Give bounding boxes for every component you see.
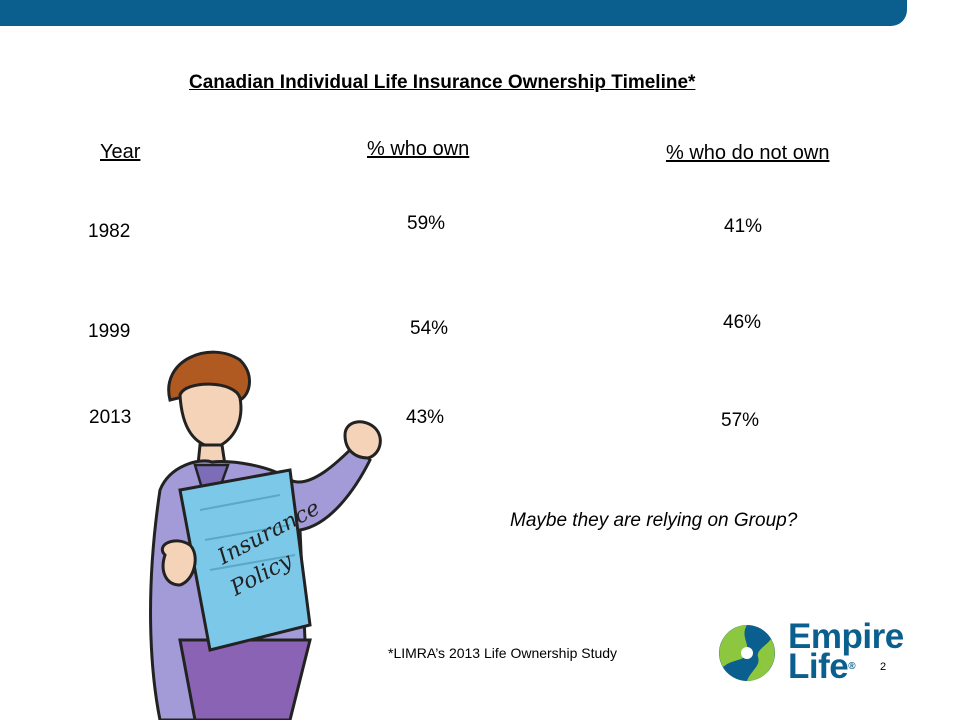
registered-mark: ®: [848, 661, 856, 672]
header-year: Year: [100, 141, 141, 163]
logo-mark-icon: [719, 625, 775, 681]
header-not-own: % who do not own: [666, 142, 830, 164]
not-own-1999: 46%: [723, 312, 762, 333]
page-number: 2: [880, 661, 887, 673]
year-2013: 2013: [89, 407, 132, 428]
not-own-1982: 41%: [724, 216, 763, 237]
top-banner: [0, 0, 907, 26]
header-own: % who own: [367, 138, 470, 160]
logo-word-life: Life: [788, 647, 849, 686]
slide-title: Canadian Individual Life Insurance Owner…: [189, 72, 696, 93]
own-1982: 59%: [407, 213, 446, 234]
year-1982: 1982: [88, 221, 131, 242]
logo-word-empire: Empire: [788, 617, 904, 656]
empire-life-logo: Empire Life®: [716, 617, 906, 684]
logo-wordmark: Empire Life®: [788, 617, 904, 684]
person-with-policy-illustration: Insurance Policy: [149, 350, 382, 720]
own-1999: 54%: [410, 318, 449, 339]
footnote: *LIMRA’s 2013 Life Ownership Study: [388, 645, 618, 661]
group-note: Maybe they are relying on Group?: [510, 510, 798, 531]
not-own-2013: 57%: [721, 410, 760, 431]
own-2013: 43%: [406, 407, 445, 428]
year-1999: 1999: [88, 321, 131, 342]
